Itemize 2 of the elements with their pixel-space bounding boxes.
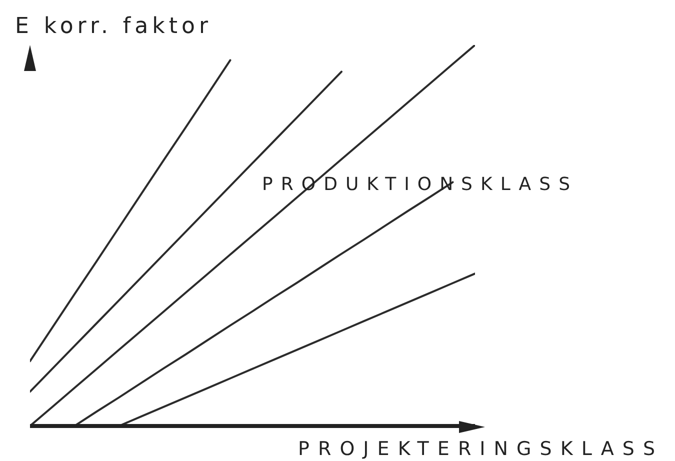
x-axis-title: PROJEKTERINGSKLASS	[298, 438, 655, 460]
y-axis-title: E korr. faktor	[15, 14, 209, 39]
